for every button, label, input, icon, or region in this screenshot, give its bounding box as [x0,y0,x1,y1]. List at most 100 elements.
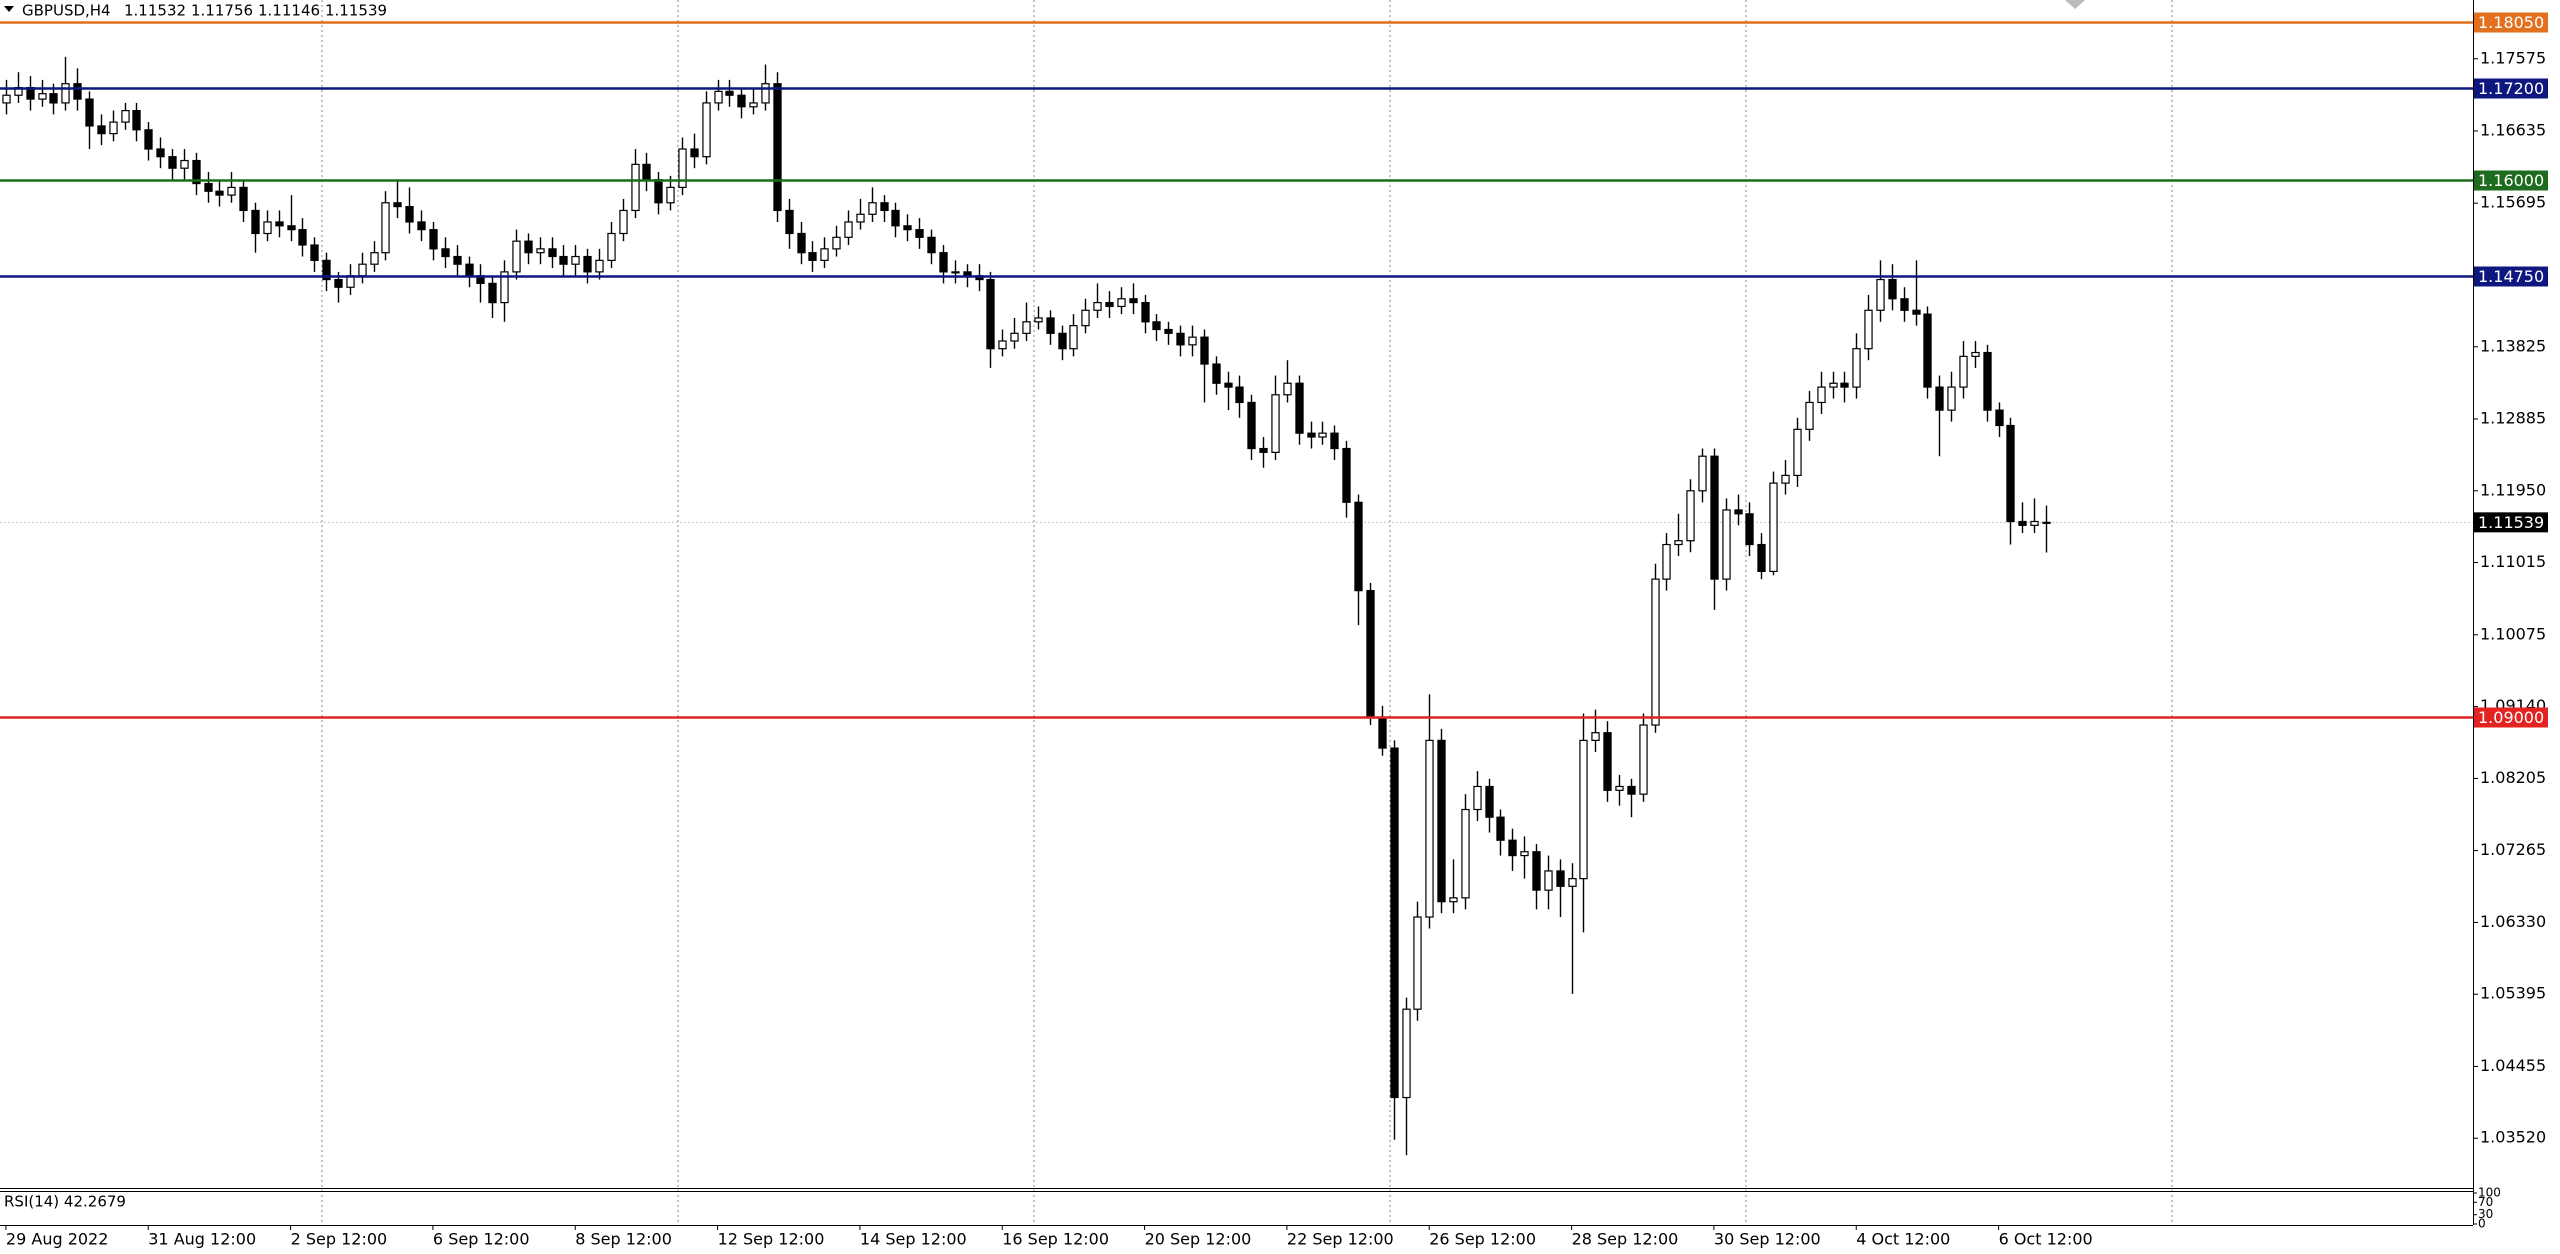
candle-body [1508,839,1517,857]
period-separators [321,0,2173,1225]
candle-body [1330,432,1339,450]
candle-body [322,259,331,281]
header-low: 1.11146 [258,2,320,20]
candle-body [381,202,390,254]
candle-body [121,109,130,123]
y-tick-label: 1.04455 [2480,1056,2546,1075]
candle-body [761,83,770,104]
candle-body [287,225,296,231]
y-tick-label: 1.12885 [2480,408,2546,427]
shift-marker [2065,0,2085,9]
candle-body [891,209,900,227]
header-close: 1.11539 [325,2,387,20]
candle-body [393,202,402,208]
indicator-tick-label: 0 [2478,1217,2486,1231]
candle-body [1485,785,1494,818]
candle-body [1520,851,1529,857]
candle-body [1069,325,1078,350]
y-tick-label: 1.11015 [2480,552,2546,571]
candle-body [737,94,746,108]
candle-body [1295,382,1304,434]
candle-body [785,209,794,235]
candle-body [1923,313,1932,388]
candle-body [927,236,936,254]
candle-body [631,163,640,212]
last-price-box [2474,512,2548,533]
candle-body [666,186,675,204]
candle-body [1769,482,1778,573]
candle-body [500,271,509,304]
candle-body [512,240,521,273]
candle-body [251,209,260,235]
candle-body [1342,447,1351,503]
candle-body [1402,1008,1411,1099]
frame [0,0,2474,1226]
x-tick-label: 31 Aug 12:00 [148,1230,256,1249]
candle-body [595,259,604,273]
candle-body [654,179,663,204]
candle-body [1318,432,1327,438]
candle-body [1034,317,1043,323]
candle-body [559,255,568,265]
candle-body [1354,501,1363,592]
candle-body [619,209,628,235]
candle-body [1722,509,1731,580]
level-label-box [2474,707,2548,728]
candle-body [702,102,711,158]
candle-body [310,244,319,261]
candle-body [263,221,272,235]
indicator-tick-label: 30 [2478,1207,2493,1221]
candle-body [1390,747,1399,1099]
candle-body [465,263,474,277]
symbol: GBPUSD,H4 [22,2,111,20]
candle-body [820,248,829,261]
candle-body [1058,332,1067,350]
candle-body [38,93,47,100]
candle-body [1366,590,1375,718]
candle-body [215,190,224,196]
candle-body [1425,739,1434,918]
y-tick-label: 1.10075 [2480,624,2546,643]
candle-body [1805,401,1814,430]
candle-body [548,248,557,258]
candle-body [275,221,284,227]
candle-body [536,248,545,254]
candle-body [1745,513,1754,546]
level-label: 1.14750 [2478,267,2544,286]
indicator-label: RSI(14) 42.2679 [4,1193,126,1211]
candle-body [1627,785,1636,795]
candle-body [1781,474,1790,484]
y-tick-label: 1.13825 [2480,336,2546,355]
candle-body [61,83,70,104]
candle-body [358,263,367,277]
candle-body [1674,540,1683,546]
candle-body [85,98,94,127]
indicator-tick-label: 100 [2478,1186,2501,1200]
candle-body [678,148,687,189]
candle-body [1829,382,1838,388]
candle-body [1437,739,1446,903]
candle-body [524,240,533,254]
candle-body [1615,785,1624,791]
candle-body [1271,394,1280,453]
x-tick-label: 12 Sep 12:00 [718,1230,825,1249]
level-label-box [2474,266,2548,287]
candle-body [1461,808,1470,899]
last-price-label: 1.11539 [2478,513,2544,532]
x-tick-label: 26 Sep 12:00 [1429,1230,1536,1249]
candle-body [583,255,592,273]
candle-body [797,232,806,254]
candle-body [1556,870,1565,887]
candle-body [963,271,972,277]
candle-body [1757,543,1766,573]
candle-body [453,255,462,265]
candle-body [1840,382,1849,388]
candle-body [1935,386,1944,411]
level-label: 1.17200 [2478,79,2544,98]
candle-body [488,282,497,304]
candle-body [1852,348,1861,388]
x-tick-label: 30 Sep 12:00 [1714,1230,1821,1249]
level-label: 1.18050 [2478,13,2544,32]
x-tick-label: 6 Oct 12:00 [1999,1230,2093,1249]
